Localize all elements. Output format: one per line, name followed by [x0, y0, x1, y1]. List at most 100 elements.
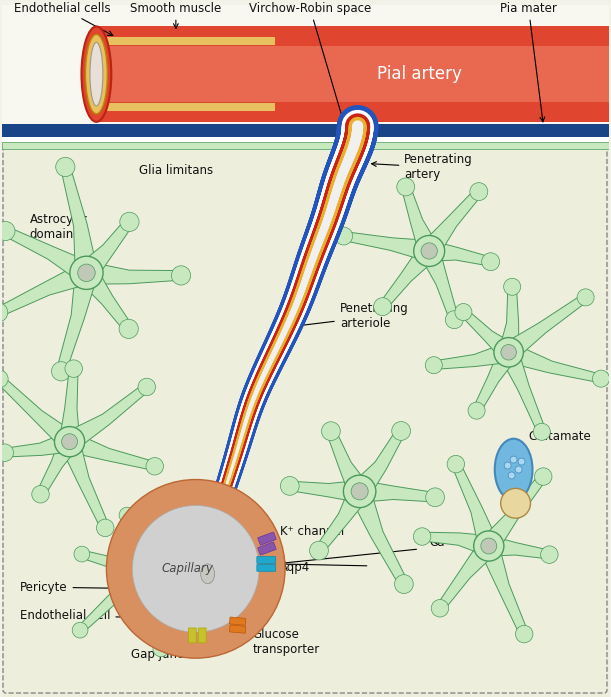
Bar [236, 103, 244, 108]
Polygon shape [351, 428, 405, 498]
Polygon shape [481, 474, 547, 553]
Ellipse shape [0, 444, 13, 461]
Bar [152, 103, 160, 108]
Text: Glucose
transporter: Glucose transporter [252, 629, 320, 657]
Ellipse shape [445, 311, 463, 329]
Bar [177, 103, 185, 108]
Bar [104, 40, 112, 45]
Polygon shape [503, 294, 588, 360]
FancyBboxPatch shape [230, 625, 246, 633]
Ellipse shape [136, 510, 255, 629]
Bar [212, 40, 220, 45]
Ellipse shape [518, 458, 525, 465]
Polygon shape [343, 231, 431, 261]
Polygon shape [473, 347, 518, 413]
Ellipse shape [593, 370, 610, 387]
Text: Smooth muscle: Smooth muscle [130, 1, 222, 29]
Wedge shape [124, 514, 196, 634]
Bar [212, 103, 220, 108]
Ellipse shape [128, 557, 155, 584]
Ellipse shape [541, 546, 558, 563]
Bar [164, 40, 172, 45]
Ellipse shape [81, 26, 111, 122]
FancyBboxPatch shape [198, 628, 206, 643]
Polygon shape [78, 219, 133, 280]
Text: Aqp4: Aqp4 [280, 561, 310, 574]
Polygon shape [132, 569, 164, 650]
Bar [200, 40, 208, 45]
Bar [97, 26, 609, 122]
Polygon shape [139, 562, 217, 596]
Bar [101, 38, 275, 45]
Ellipse shape [51, 362, 71, 381]
Polygon shape [499, 286, 519, 353]
Ellipse shape [119, 319, 138, 339]
Bar [164, 103, 172, 108]
Ellipse shape [172, 266, 191, 285]
Ellipse shape [280, 477, 299, 496]
Bar [104, 103, 112, 108]
FancyBboxPatch shape [258, 532, 276, 545]
Bar [141, 40, 148, 45]
Ellipse shape [421, 243, 437, 259]
Text: Glutamate: Glutamate [529, 430, 591, 443]
Polygon shape [436, 539, 497, 611]
Bar [128, 40, 136, 45]
Polygon shape [290, 480, 360, 503]
Ellipse shape [54, 427, 85, 457]
Ellipse shape [414, 236, 445, 266]
Ellipse shape [65, 360, 82, 377]
Ellipse shape [504, 462, 511, 469]
Text: Penetrating
arteriole: Penetrating arteriole [288, 302, 409, 330]
Polygon shape [488, 536, 550, 559]
Ellipse shape [516, 625, 533, 643]
Text: Ca²⁺: Ca²⁺ [429, 536, 456, 549]
Polygon shape [123, 514, 150, 573]
Text: Capillary: Capillary [162, 562, 214, 575]
Ellipse shape [133, 505, 259, 632]
Polygon shape [86, 261, 181, 284]
FancyBboxPatch shape [258, 542, 276, 555]
Ellipse shape [74, 546, 90, 562]
Text: K⁺ channel: K⁺ channel [280, 525, 345, 537]
Ellipse shape [481, 538, 497, 554]
Bar [248, 40, 256, 45]
Ellipse shape [62, 434, 78, 450]
Bar [200, 103, 208, 108]
Polygon shape [461, 309, 515, 360]
Bar [152, 40, 160, 45]
Polygon shape [3, 227, 92, 283]
Ellipse shape [414, 528, 431, 545]
Bar [248, 103, 256, 108]
Bar [2, 124, 609, 137]
Polygon shape [315, 485, 369, 553]
Polygon shape [433, 342, 510, 369]
Ellipse shape [508, 472, 515, 479]
Polygon shape [349, 487, 408, 586]
Ellipse shape [86, 34, 108, 114]
Ellipse shape [343, 475, 376, 507]
Ellipse shape [494, 337, 524, 367]
Polygon shape [60, 438, 109, 530]
Text: Virchow-Robin space: Virchow-Robin space [249, 1, 371, 122]
Ellipse shape [153, 641, 169, 657]
Polygon shape [421, 189, 482, 258]
Polygon shape [479, 542, 529, 636]
Ellipse shape [426, 488, 444, 507]
Ellipse shape [481, 253, 500, 270]
Ellipse shape [56, 158, 75, 176]
Bar [260, 40, 268, 45]
Bar [2, 5, 609, 148]
Ellipse shape [78, 264, 95, 282]
Polygon shape [327, 429, 370, 496]
Text: Penetrating
artery: Penetrating artery [371, 153, 473, 181]
Polygon shape [78, 564, 148, 633]
Polygon shape [427, 240, 491, 266]
FancyBboxPatch shape [230, 617, 246, 625]
FancyBboxPatch shape [188, 628, 196, 643]
Ellipse shape [392, 422, 411, 441]
Ellipse shape [174, 523, 190, 539]
Ellipse shape [501, 344, 516, 360]
Polygon shape [499, 348, 546, 434]
Polygon shape [419, 247, 458, 321]
